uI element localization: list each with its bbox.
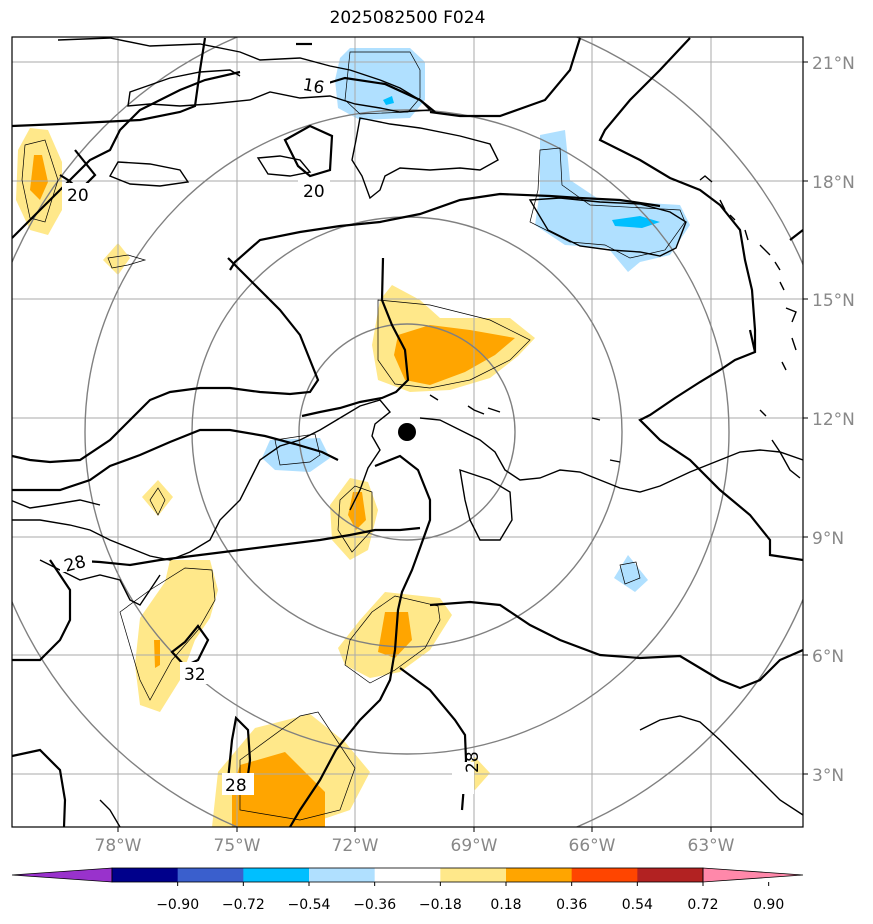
shade-orange-center	[394, 325, 515, 385]
colorbar-extend-min	[11, 867, 113, 883]
contour-label-28c: 28	[463, 751, 483, 773]
colorbar-segment	[243, 868, 310, 882]
lon-label-66w: 66°W	[569, 836, 616, 856]
lat-label-12n: 12°N	[812, 410, 855, 430]
colorbar-segment	[177, 868, 244, 882]
contour-24	[12, 257, 320, 464]
colorbar-tick-label: −0.18	[419, 897, 462, 913]
colorbar-segment	[506, 868, 573, 882]
shade-orange-left	[30, 155, 48, 200]
contour-label-28b: 28	[225, 776, 247, 796]
lat-tick-labels: 21°N 18°N 15°N 12°N 9°N 6°N 3°N	[803, 54, 855, 786]
colorbar-segment	[637, 868, 704, 882]
colorbar-tick-label: −0.90	[156, 897, 199, 913]
lon-label-72w: 72°W	[332, 836, 379, 856]
lat-label-6n: 6°N	[812, 647, 844, 667]
coast-haiti-west	[256, 155, 312, 177]
range-rings	[12, 37, 803, 827]
contour-label-32: 32	[184, 665, 206, 685]
colorbar-tick-label: −0.54	[288, 897, 331, 913]
contour-label-16: 16	[301, 75, 326, 98]
contour-28	[12, 428, 339, 492]
colorbar-segment	[440, 868, 507, 882]
contour-label-20a: 20	[303, 182, 325, 202]
coast-lake	[459, 468, 513, 541]
coast-panama	[39, 559, 161, 606]
colorbar-segments	[11, 867, 804, 883]
colorbar-segment	[112, 868, 179, 882]
map-title: 2025082500 F024	[329, 8, 486, 28]
coast-cuba	[57, 37, 432, 113]
shade-orange-south1	[348, 492, 366, 530]
contour-16c	[429, 37, 582, 118]
coast-central-am	[12, 499, 101, 509]
contour-24b	[301, 257, 410, 418]
shade-orange-lower-left	[154, 640, 160, 668]
contour-label-20b: 20	[67, 186, 89, 206]
shade-yellow-dot2	[142, 480, 173, 516]
coast-pr	[528, 197, 687, 257]
colorbar-tick-label: 0.72	[687, 897, 718, 913]
colorbar-tick-label: 0.54	[622, 897, 653, 913]
colorbar-outline	[111, 867, 704, 883]
coast-hispaniola	[351, 117, 499, 200]
colorbar-segment	[309, 868, 376, 882]
colorbar-ticks: −0.90 −0.72 −0.54 −0.36 −0.18 0.18 0.36 0.54 0.7…	[156, 882, 784, 913]
contour-28-bottomleft	[226, 715, 252, 791]
colorbar-tick-label: 0.18	[490, 897, 521, 913]
coast-jamaica	[108, 161, 190, 187]
shade-yellow-lower-left	[135, 560, 218, 712]
contour-28b	[289, 454, 432, 827]
contour-left-low	[12, 559, 72, 662]
contour-20-main	[229, 192, 661, 271]
lat-label-9n: 9°N	[812, 529, 844, 549]
coast-bottom-left	[99, 799, 121, 827]
colorbar-segment	[571, 868, 638, 882]
colorbar-tick-label: 0.36	[556, 897, 587, 913]
lon-label-63w: 63°W	[688, 836, 735, 856]
colorbar-tick-label: 0.90	[753, 897, 784, 913]
shade-yellow-dot	[103, 243, 130, 275]
storm-center-dot	[398, 423, 416, 441]
contour-right-high	[789, 229, 803, 241]
thin-contours	[21, 51, 686, 821]
shade-blue-pr	[535, 130, 690, 272]
lon-label-69w: 69°W	[451, 836, 498, 856]
contour-16b	[324, 76, 436, 113]
coast-se	[639, 715, 803, 816]
coastlines	[12, 37, 803, 827]
lat-label-21n: 21°N	[812, 54, 855, 74]
colorbar-segment	[374, 868, 441, 882]
shade-cyan-cuba	[383, 96, 394, 105]
lon-tick-labels: 78°W 75°W 72°W 69°W 66°W 63°W	[95, 827, 735, 856]
lon-label-78w: 78°W	[95, 836, 142, 856]
coast-colombia-north	[12, 399, 391, 561]
lon-label-75w: 75°W	[214, 836, 261, 856]
coast-small-islands	[429, 394, 621, 463]
contour-20-center	[283, 124, 334, 178]
coast-islands-right	[699, 175, 801, 479]
contour-right-inner	[748, 329, 757, 353]
map-border	[11, 36, 804, 828]
contour-left-edge	[12, 748, 67, 827]
height-contours	[12, 37, 803, 827]
contour-20-left	[12, 70, 241, 239]
colorbar: −0.90 −0.72 −0.54 −0.36 −0.18 0.18 0.36 0.54 0.7…	[11, 867, 804, 913]
lat-label-3n: 3°N	[812, 766, 844, 786]
colorbar-tick-label: −0.36	[353, 897, 396, 913]
contour-28-low	[64, 526, 421, 567]
lat-label-18n: 18°N	[812, 173, 855, 193]
lat-label-15n: 15°N	[812, 291, 855, 311]
colorbar-extend-max	[702, 867, 804, 883]
contour-16	[12, 37, 207, 128]
contour-labels: 16 20 20 28 32 28 28	[60, 73, 483, 796]
colorbar-tick-label: −0.72	[222, 897, 265, 913]
coast-venezuela	[419, 417, 803, 493]
contour-28-right	[429, 600, 803, 690]
